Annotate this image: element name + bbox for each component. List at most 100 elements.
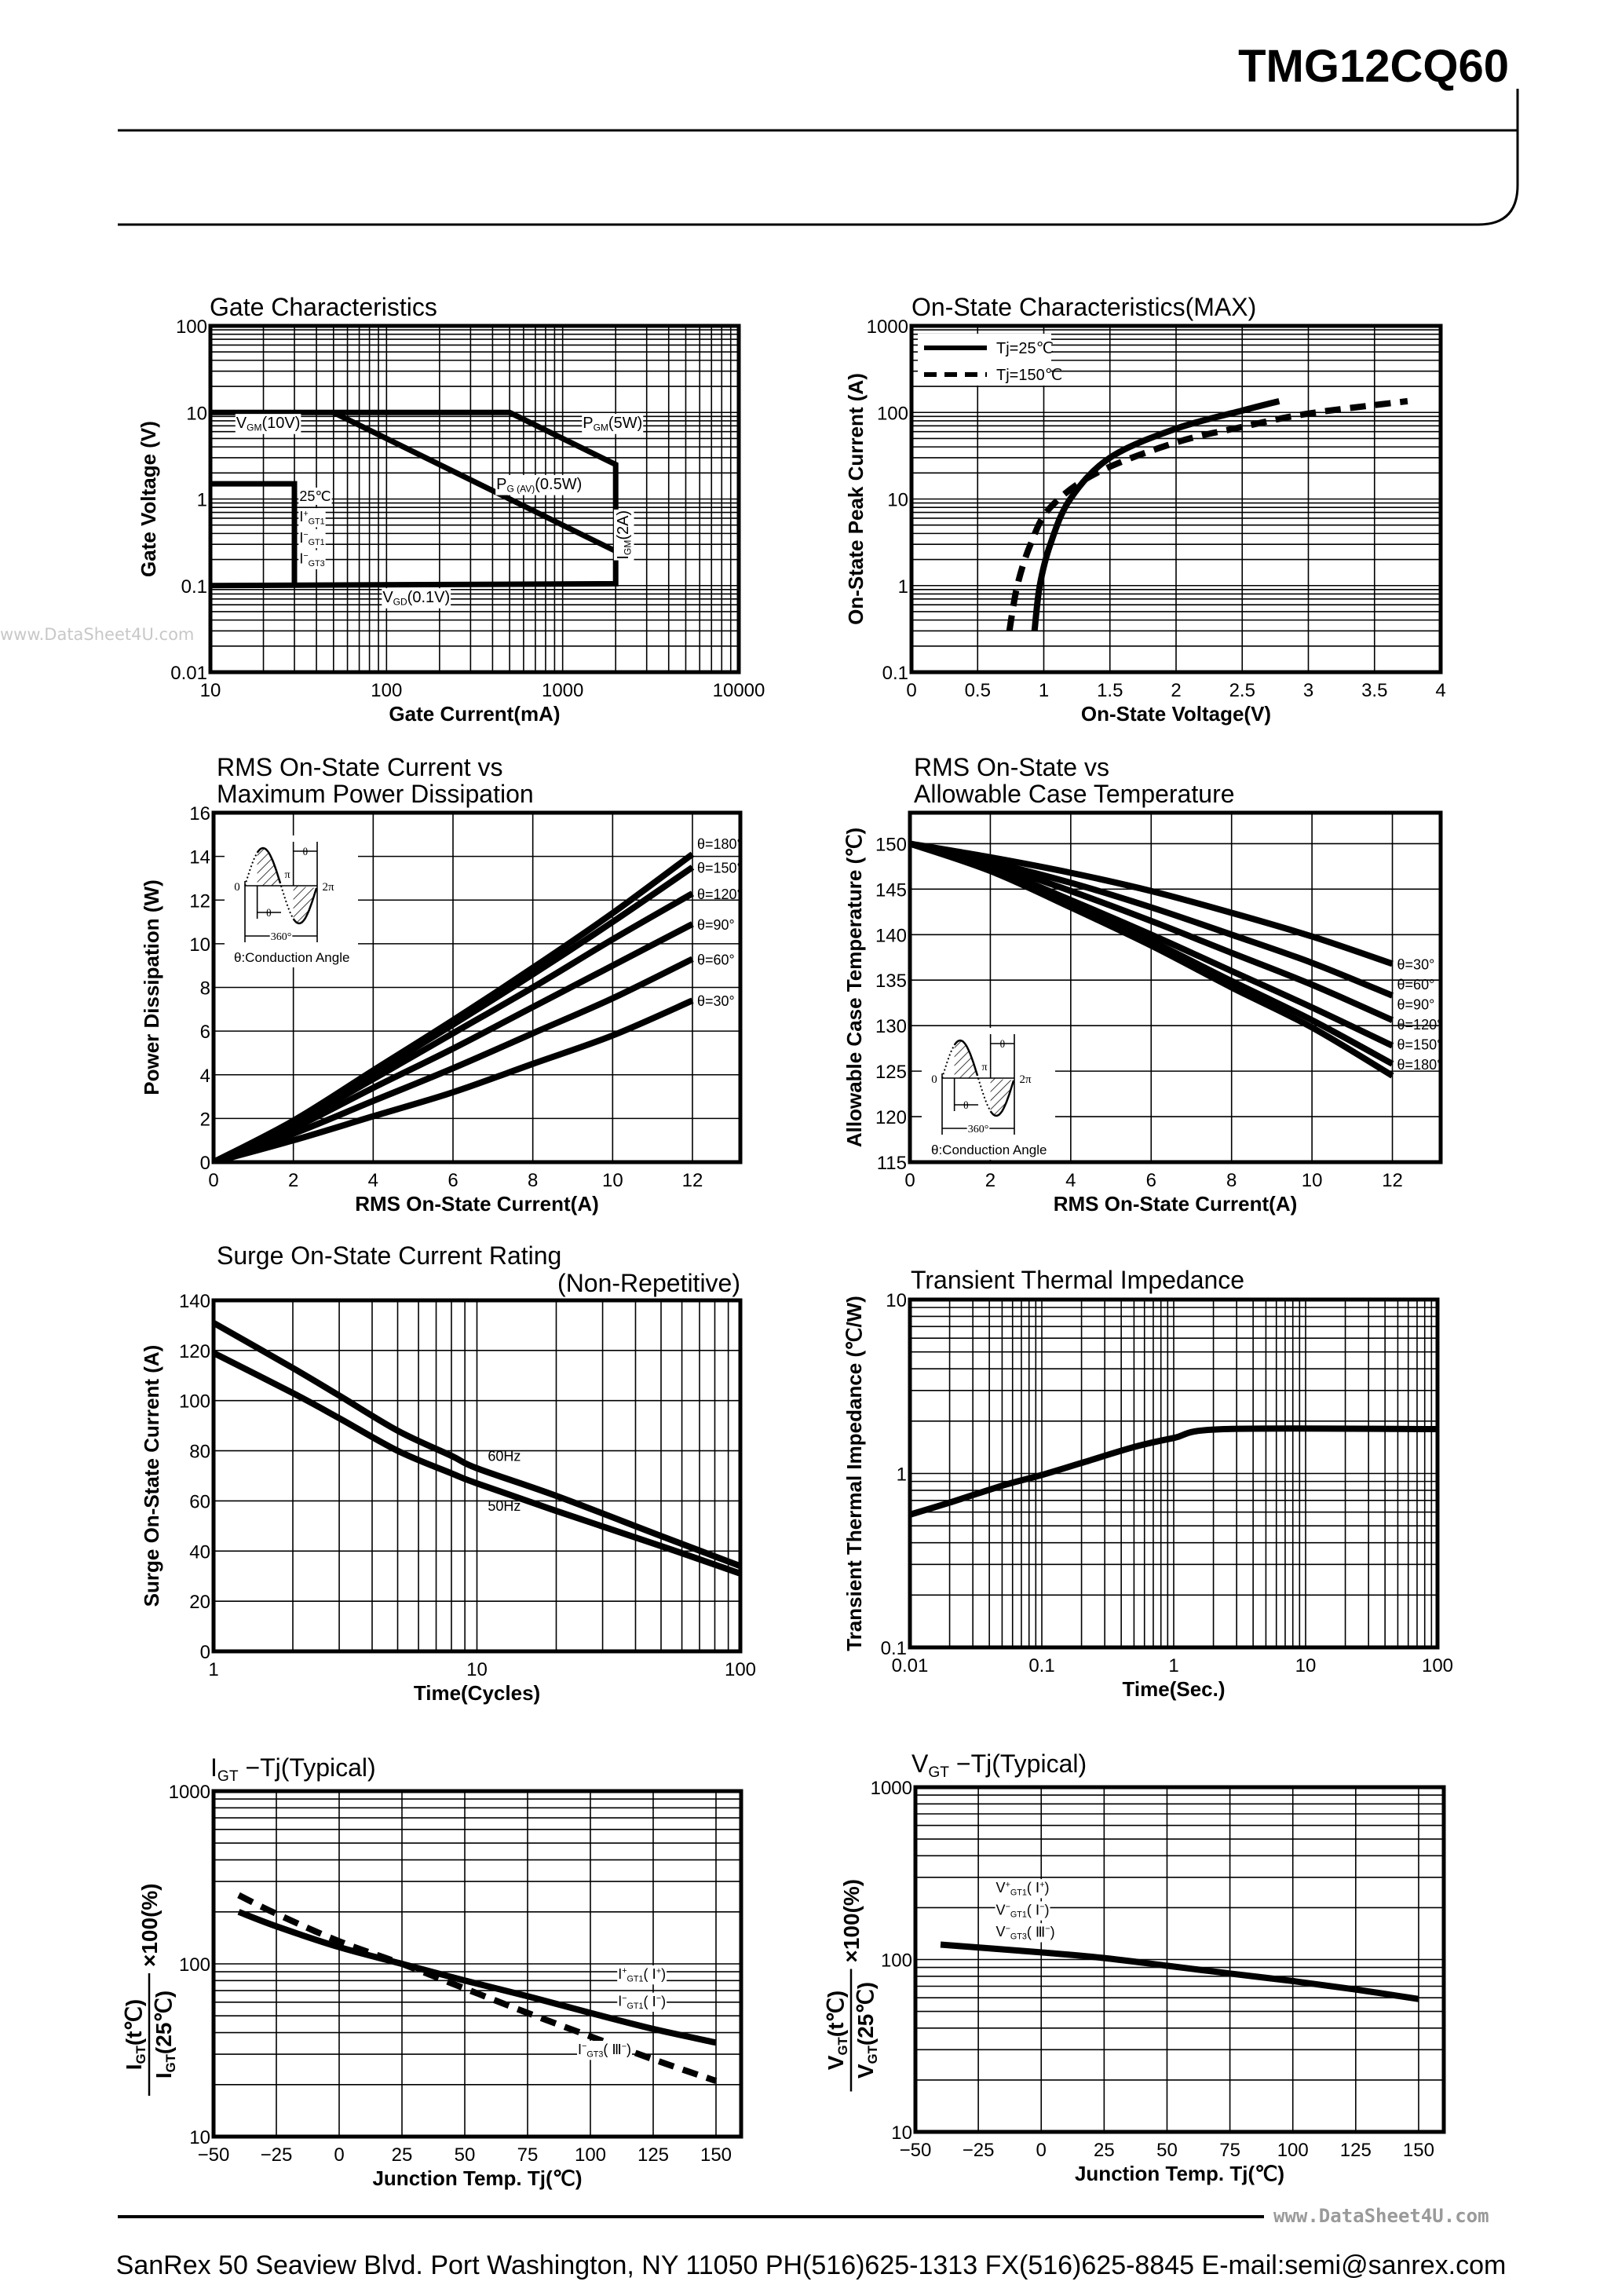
series-group bbox=[940, 1941, 1419, 2002]
x-tick-label: 8 bbox=[528, 1170, 538, 1191]
y-tick-label: 0.01 bbox=[170, 663, 207, 684]
text-segment: − bbox=[303, 530, 308, 539]
y-tick-label: 1 bbox=[897, 1464, 907, 1486]
inset-background bbox=[225, 835, 358, 967]
text-segment: I bbox=[578, 2042, 582, 2057]
series-line-90 bbox=[214, 921, 694, 1162]
x-tick-label: 100 bbox=[1422, 1655, 1453, 1676]
y-axis-label: Transient Thermal Impedance (℃/W) bbox=[842, 1296, 866, 1651]
series-line-0 bbox=[940, 1941, 1419, 2002]
annotation-label: I−GT1 bbox=[299, 530, 324, 547]
legend-background bbox=[918, 334, 1051, 386]
annotation-label: I−GT1( Ⅰ−) bbox=[618, 1994, 666, 2011]
text-segment: GM bbox=[623, 540, 634, 555]
x-axis-label: Gate Current(mA) bbox=[389, 702, 560, 726]
text-segment: (Non-Repetitive) bbox=[557, 1269, 740, 1297]
y-tick-label: 10 bbox=[887, 490, 908, 511]
y-axis-label-fraction: IGT(t℃)IGT(25℃)×100(%) bbox=[122, 1883, 178, 2096]
x-tick-label: 100 bbox=[725, 1659, 756, 1680]
y-tick-label: 10 bbox=[189, 2127, 210, 2148]
text-segment: − bbox=[622, 2042, 627, 2051]
inset-label-theta-top: θ bbox=[302, 846, 308, 858]
series-label: θ=30° bbox=[1397, 956, 1435, 972]
x-tick-label: 8 bbox=[1226, 1170, 1237, 1191]
text-segment: V bbox=[236, 415, 247, 432]
inset-label-pi: π bbox=[981, 1062, 987, 1073]
label-background bbox=[617, 1992, 667, 2013]
fraction-numerator: VGT(t℃) bbox=[824, 1991, 850, 2070]
x-tick-label: 100 bbox=[1277, 2140, 1309, 2161]
series-line-1 bbox=[332, 410, 617, 554]
text-segment: P bbox=[496, 476, 506, 493]
x-tick-label: 0 bbox=[904, 1170, 915, 1191]
y-tick-label: 0.1 bbox=[181, 576, 207, 598]
x-tick-label: 10 bbox=[466, 1659, 488, 1680]
text-segment: V bbox=[996, 1902, 1006, 1918]
x-tick-label: 125 bbox=[637, 2144, 669, 2166]
label-background bbox=[577, 2041, 633, 2060]
text-segment: V bbox=[853, 2064, 878, 2078]
text-segment: I bbox=[299, 509, 303, 525]
y-tick-label: 80 bbox=[189, 1442, 210, 1463]
text-segment: Gate Characteristics bbox=[210, 293, 437, 321]
text-segment: GM bbox=[247, 422, 261, 433]
grid bbox=[214, 813, 740, 1162]
series-line-30 bbox=[214, 997, 694, 1162]
x-tick-label: 12 bbox=[1382, 1170, 1403, 1191]
y-tick-label: 100 bbox=[179, 1954, 210, 1976]
x-axis-label: Junction Temp. Tj(℃) bbox=[1075, 2162, 1284, 2185]
x-tick-label: 2 bbox=[288, 1170, 298, 1191]
y-tick-label: 0 bbox=[200, 1642, 210, 1663]
y-tick-label: 135 bbox=[875, 971, 907, 992]
y-axis-label: Gate Voltage (V) bbox=[137, 421, 160, 577]
label-background bbox=[613, 509, 634, 561]
series-label: θ=150° bbox=[697, 861, 743, 876]
x-tick-label: 10 bbox=[602, 1170, 623, 1191]
text-segment: ) bbox=[627, 2042, 631, 2057]
label-background bbox=[582, 414, 644, 434]
text-segment: (10V) bbox=[261, 415, 300, 432]
footer-address: SanRex 50 Seaview Blvd. Port Washington,… bbox=[115, 2250, 1507, 2280]
y-tick-label: 100 bbox=[179, 1391, 210, 1413]
inset-background bbox=[922, 1028, 1055, 1160]
text-segment: P bbox=[583, 415, 593, 432]
text-segment: ( Ⅰ bbox=[1027, 1903, 1039, 1918]
x-tick-label: −50 bbox=[198, 2144, 230, 2166]
legend-label: Tj=25℃ bbox=[996, 340, 1054, 357]
y-tick-label: 20 bbox=[189, 1592, 210, 1613]
label-background bbox=[382, 588, 451, 609]
chart-vgt-tj: VGT −Tj(Typical)V+GT1( Ⅰ+)V−GT1( Ⅰ−)V−GT… bbox=[824, 1749, 1446, 2185]
label-background bbox=[269, 930, 293, 944]
x-axis-label: RMS On-State Current(A) bbox=[355, 1192, 599, 1216]
series-label: θ=120° bbox=[1397, 1017, 1443, 1033]
y-tick-label: 115 bbox=[877, 1153, 907, 1174]
annotation-label: V−GT3( Ⅲ−) bbox=[996, 1924, 1055, 1941]
text-segment: GT bbox=[865, 2045, 880, 2064]
series-line-0 bbox=[210, 409, 619, 589]
y-tick-label: 4 bbox=[200, 1066, 210, 1087]
text-segment: I bbox=[210, 1753, 217, 1782]
series-group bbox=[214, 1320, 740, 1577]
text-segment: I bbox=[152, 2072, 176, 2078]
header-frame bbox=[118, 89, 1519, 226]
series-line-50Hz bbox=[214, 1350, 740, 1577]
text-segment: −Tj(Typical) bbox=[949, 1749, 1087, 1778]
annotation-label: I−GT3( Ⅲ−) bbox=[578, 2042, 631, 2059]
x-tick-label: 2 bbox=[985, 1170, 995, 1191]
x-tick-label: 10 bbox=[1302, 1170, 1323, 1191]
fraction-denominator: IGT(25℃) bbox=[152, 1991, 178, 2078]
y-tick-label: 1000 bbox=[169, 1782, 210, 1803]
text-segment: GT bbox=[217, 1768, 239, 1785]
text-segment: GT bbox=[163, 2053, 178, 2072]
x-tick-label: 1.5 bbox=[1097, 680, 1123, 701]
sine-solid bbox=[292, 887, 318, 925]
hatch-negative bbox=[293, 886, 317, 923]
y-tick-label: 40 bbox=[189, 1541, 210, 1563]
fraction-numerator: IGT(t℃) bbox=[122, 1999, 148, 2071]
text-segment: + bbox=[303, 509, 308, 518]
text-segment: ) bbox=[1045, 1903, 1050, 1918]
y-tick-label: 0.1 bbox=[882, 663, 908, 684]
